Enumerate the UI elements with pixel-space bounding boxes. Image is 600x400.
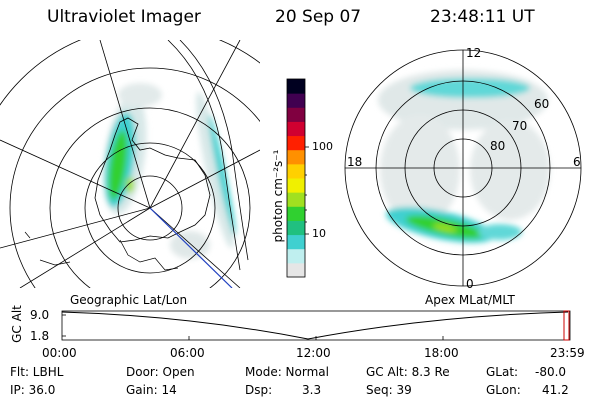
meridians	[0, 40, 260, 288]
mlt-label-12: 12	[466, 46, 482, 60]
observation-date: 20 Sep 07	[275, 7, 362, 27]
time-tick-0000: 00:00	[42, 346, 77, 360]
colorbar-segment	[287, 262, 305, 278]
colorbar-frame	[286, 78, 306, 278]
mlat-label-70: 70	[512, 119, 528, 133]
satellite-track	[149, 207, 233, 288]
colorbar-segment	[287, 163, 305, 179]
time-tick-1200: 12:00	[296, 346, 331, 360]
coastline-continents	[167, 40, 249, 271]
mlt-label-18: 18	[347, 155, 363, 169]
observation-time: 23:48:11 UT	[430, 7, 535, 27]
colorbar-segment	[287, 248, 305, 264]
mlat-label-80: 80	[490, 139, 506, 153]
colorbar-segment	[287, 220, 305, 236]
colorbar-segment	[287, 149, 305, 165]
gc-alt-value: GC Alt: 8.3 Re	[366, 365, 450, 379]
colorbar-label: photon cm⁻²s⁻¹	[271, 149, 285, 243]
glat-label: GLat:	[486, 365, 519, 379]
altitude-plot	[61, 310, 571, 341]
glon-label: GLon:	[486, 383, 521, 397]
glon-value: 41.2	[542, 383, 569, 397]
current-time-marker	[563, 310, 570, 341]
altitude-y-tick-1-8: 1.8	[30, 329, 50, 343]
mode-value: Mode: Normal	[245, 365, 329, 379]
mlt-label-0: 0	[466, 277, 474, 291]
mlt-axes	[345, 50, 581, 286]
colorbar-segment	[287, 234, 305, 250]
dsp-label: Dsp:	[245, 383, 273, 397]
seq-value: Seq: 39	[366, 383, 412, 397]
aurora-emission-right	[378, 70, 550, 243]
colorbar-segment	[287, 93, 305, 108]
colorbar-segment	[287, 121, 305, 137]
altitude-axis-label: GC Alt	[10, 305, 24, 343]
aurora-emission-left	[103, 83, 236, 259]
gain-value: Gain: 14	[126, 383, 177, 397]
altitude-y-tick-9: 9.0	[30, 308, 50, 322]
instrument-title: Ultraviolet Imager	[47, 7, 201, 27]
colorbar	[286, 78, 306, 278]
glat-value: -80.0	[535, 365, 567, 379]
colorbar-segment	[287, 178, 305, 193]
latitude-rings	[0, 40, 260, 288]
coastline-fragment	[24, 231, 179, 271]
colorbar-segment	[287, 192, 305, 207]
mlat-mlt-plot	[344, 49, 582, 287]
mlt-label-6: 6	[573, 155, 581, 169]
colorbar-tick-10: 10	[312, 227, 326, 240]
dsp-value: 3.3	[302, 383, 322, 397]
colorbar-segment	[287, 79, 305, 94]
geographic-caption: Geographic Lat/Lon	[70, 293, 188, 307]
time-tick-2359: 23:59	[550, 346, 585, 360]
apex-caption: Apex MLat/MLT	[425, 293, 515, 307]
door-status: Door: Open	[126, 365, 195, 379]
ip-value: IP: 36.0	[10, 383, 56, 397]
colorbar-segment	[287, 135, 305, 151]
colorbar-tick-100: 100	[312, 140, 333, 153]
colorbar-segment	[287, 206, 305, 221]
geographic-map	[0, 40, 260, 288]
mlat-label-60: 60	[534, 97, 550, 111]
altitude-y-ticks	[62, 314, 66, 337]
colorbar-ticks	[305, 146, 309, 235]
coastline-antarctica	[94, 117, 211, 243]
altitude-trace	[61, 311, 569, 340]
filter-value: Flt: LBHL	[10, 365, 64, 379]
colorbar-segment	[287, 107, 305, 122]
time-tick-0600: 06:00	[170, 346, 205, 360]
time-tick-1800: 18:00	[424, 346, 459, 360]
